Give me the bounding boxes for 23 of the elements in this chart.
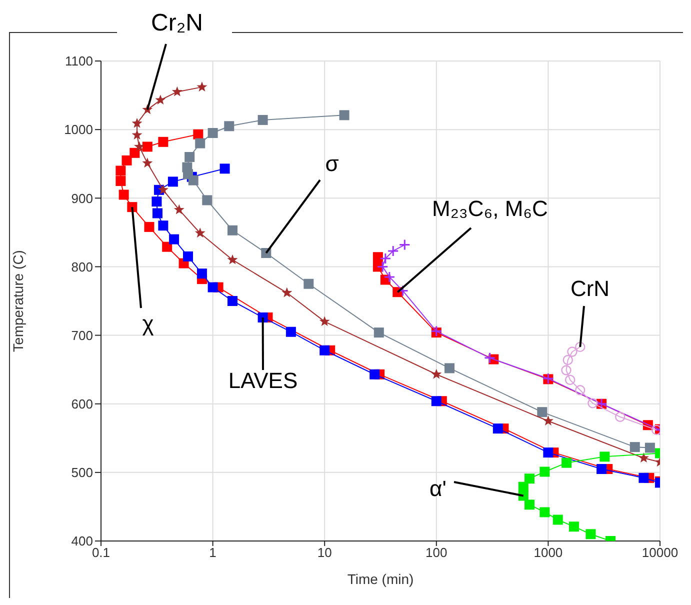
x-tick-label: 10	[317, 545, 332, 560]
y-tick-label: 600	[71, 396, 93, 412]
annotation: σ	[325, 150, 340, 176]
x-tick-label: 1	[209, 545, 216, 560]
y-tick-label: 400	[71, 534, 93, 549]
x-tick-label: 100	[426, 545, 448, 560]
annotation: χ	[142, 310, 154, 336]
x-tick-label: 1000	[534, 545, 563, 560]
annotation: M₂₃C₆, M₆C	[432, 196, 548, 221]
y-tick-label: 1100	[65, 54, 93, 69]
annotation: CrN	[570, 276, 610, 301]
x-tick-label: 10000	[642, 545, 678, 560]
y-tick-label: 900	[71, 190, 93, 206]
annotation: Cr₂N	[151, 9, 203, 36]
y-tick-label: 700	[71, 328, 93, 343]
x-tick-label: 0.1	[92, 545, 110, 560]
y-tick-label: 500	[71, 465, 93, 480]
y-tick-label: 800	[71, 259, 93, 274]
annotation: LAVES	[228, 368, 298, 393]
y-axis-title: Temperature (C)	[10, 250, 26, 352]
y-tick-label: 1000	[64, 122, 93, 138]
x-axis-title: Time (min)	[347, 571, 414, 587]
annotation: α'	[430, 476, 446, 501]
